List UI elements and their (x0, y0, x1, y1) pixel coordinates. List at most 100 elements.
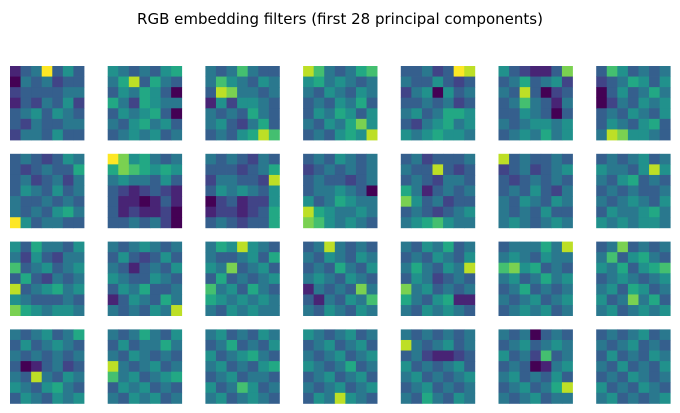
heatmap-cell (10, 305, 21, 316)
heatmap-cell (73, 185, 85, 197)
heatmap-cell (411, 273, 423, 285)
heatmap-cell (226, 350, 238, 362)
heatmap-cell (324, 329, 336, 341)
heatmap-cell (530, 174, 542, 186)
heatmap-cell (303, 329, 315, 341)
heatmap-cell (303, 294, 315, 306)
heatmap-cell (561, 217, 573, 229)
heatmap-cell (268, 252, 280, 264)
heatmap-cell (118, 392, 130, 404)
heatmap-cell (303, 97, 315, 109)
heatmap-cell (226, 294, 238, 306)
heatmap-cell (258, 76, 270, 88)
heatmap-cell (205, 97, 217, 109)
heatmap-cell (268, 361, 280, 373)
heatmap-cell (355, 339, 367, 351)
heatmap-cell (649, 206, 661, 218)
heatmap-cell (561, 108, 573, 120)
heatmap-cell (171, 174, 183, 186)
heatmap-cell (453, 97, 465, 109)
heatmap-cell (453, 294, 465, 306)
heatmap-cell (509, 174, 521, 186)
heatmap-cell (73, 273, 85, 285)
heatmap-cell (551, 252, 563, 264)
heatmap-cell (62, 273, 74, 285)
heatmap-cell (226, 283, 238, 295)
heatmap-cell (268, 129, 280, 141)
heatmap-cell (366, 97, 378, 109)
heatmap-cell (128, 350, 140, 362)
heatmap-cell (627, 241, 639, 253)
heatmap-cell (313, 185, 325, 197)
heatmap-cell (215, 76, 227, 88)
heatmap-cell (334, 262, 346, 274)
heatmap-cell (345, 252, 357, 264)
heatmap-cell (20, 273, 32, 285)
heatmap-cell (139, 174, 151, 186)
heatmap-cell (237, 273, 249, 285)
heatmap-cell (540, 283, 552, 295)
heatmap-cell (464, 329, 476, 341)
heatmap-cell (366, 108, 378, 120)
heatmap-cell (107, 196, 119, 208)
heatmap-cell (31, 185, 43, 197)
heatmap-cell (355, 273, 367, 285)
heatmap-cell (268, 66, 280, 77)
heatmap-cell (73, 76, 85, 88)
filter-panel (205, 153, 280, 229)
heatmap-cell (606, 294, 618, 306)
heatmap-cell (400, 87, 412, 99)
heatmap-cell (464, 108, 476, 120)
heatmap-cell (171, 305, 183, 316)
heatmap-cell (617, 339, 629, 351)
heatmap-cell (561, 129, 573, 141)
heatmap-cell (443, 241, 455, 253)
heatmap-cell (10, 392, 21, 404)
heatmap-cell (247, 305, 259, 316)
heatmap-cell (464, 339, 476, 351)
heatmap-cell (453, 371, 465, 383)
heatmap-cell (268, 273, 280, 285)
heatmap-cell (366, 371, 378, 383)
heatmap-cell (498, 76, 510, 88)
heatmap-cell (160, 361, 172, 373)
heatmap-cell (160, 118, 172, 130)
heatmap-cell (205, 252, 217, 264)
heatmap-cell (627, 382, 639, 394)
heatmap-cell (659, 164, 671, 176)
heatmap-cell (31, 217, 43, 229)
heatmap-cell (421, 241, 433, 253)
heatmap-cell (226, 164, 238, 176)
heatmap-cell (498, 66, 510, 77)
heatmap-cell (268, 76, 280, 88)
heatmap-cell (551, 153, 563, 165)
heatmap-cell (606, 361, 618, 373)
heatmap-cell (107, 350, 119, 362)
heatmap-cell (519, 273, 531, 285)
heatmap-cell (659, 129, 671, 141)
heatmap-cell (519, 350, 531, 362)
heatmap-cell (443, 174, 455, 186)
heatmap-cell (649, 371, 661, 383)
heatmap-cell (10, 118, 21, 130)
heatmap-cell (41, 392, 53, 404)
heatmap-cell (366, 129, 378, 141)
filter-panel (10, 153, 85, 229)
heatmap-cell (530, 66, 542, 77)
heatmap-cell (324, 382, 336, 394)
heatmap-cell (509, 129, 521, 141)
heatmap-cell (10, 283, 21, 295)
heatmap-cell (638, 217, 650, 229)
heatmap-cell (649, 185, 661, 197)
heatmap-cell (596, 87, 608, 99)
heatmap-cell (443, 392, 455, 404)
heatmap-cell (464, 371, 476, 383)
heatmap-cell (519, 206, 531, 218)
heatmap-cell (118, 129, 130, 141)
heatmap-cell (268, 174, 280, 186)
heatmap-cell (509, 66, 521, 77)
heatmap-cell (464, 217, 476, 229)
heatmap-cell (160, 382, 172, 394)
heatmap-cell (561, 273, 573, 285)
heatmap-cell (509, 164, 521, 176)
